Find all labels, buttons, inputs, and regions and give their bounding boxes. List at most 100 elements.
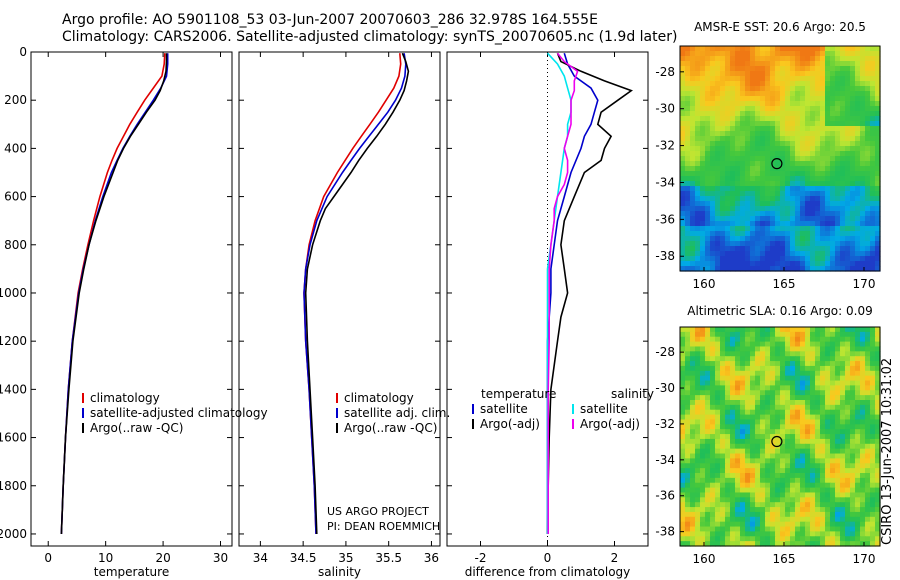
sla_map-cell	[875, 361, 881, 367]
sla_map-cell	[800, 434, 806, 440]
sla_map-cell	[860, 434, 866, 440]
sst_map-cell	[730, 221, 736, 227]
sst_map-cell	[820, 221, 826, 227]
sla_map-cell	[835, 443, 841, 450]
sla_map-cell	[780, 487, 786, 494]
sla_map-cell	[705, 531, 711, 537]
sla_map-cell	[865, 443, 871, 450]
sla_map-cell	[845, 424, 851, 430]
sst_map-cell	[765, 81, 771, 87]
sla_map-cell	[725, 400, 731, 406]
sst_map-cell	[830, 81, 836, 87]
sla_map-cell	[755, 351, 761, 357]
sla_map-cell	[780, 468, 786, 474]
sst_map-cell	[690, 126, 696, 132]
sst_map-cell	[805, 81, 811, 87]
sst_map-cell	[875, 181, 881, 187]
sst_map-cell	[815, 146, 821, 152]
sla_map-cell	[830, 443, 836, 450]
sst_map-cell	[860, 51, 866, 57]
sst_map-cell	[775, 201, 781, 207]
sst_map-cell	[775, 266, 781, 272]
sla_map-cell	[820, 511, 826, 518]
sst_map-cell	[695, 141, 701, 147]
sla_map-cell	[730, 341, 736, 348]
sla_map-cell	[690, 419, 696, 425]
sst_map-cell	[815, 221, 821, 227]
sst_map-cell	[870, 266, 876, 272]
sst_map-cell	[815, 246, 821, 252]
sla_map-cell	[835, 375, 841, 382]
sla_map-cell	[790, 482, 796, 489]
sla_map-cell	[695, 438, 701, 445]
sla_map-cell	[705, 400, 711, 406]
sst_map-cell	[875, 141, 881, 147]
sla_map-cell	[735, 497, 741, 503]
sst_map-cell	[730, 226, 736, 232]
sst_map-cell	[865, 141, 871, 147]
sst_map-cell	[845, 211, 851, 217]
sst_map-cell	[710, 91, 716, 97]
sla_map-cell	[700, 390, 706, 396]
sla_map-cell	[720, 536, 726, 542]
sla_map-cell	[785, 492, 791, 498]
sst_map-cell	[830, 156, 836, 162]
sst_map-cell	[855, 46, 861, 52]
sst_map-cell	[860, 136, 866, 142]
sst_map-cell	[715, 86, 721, 92]
sla_map-cell	[695, 385, 701, 391]
sla_map-cell	[820, 336, 826, 343]
sla_map-cell	[815, 502, 821, 508]
sla_map-cell	[835, 482, 841, 489]
sla_map-cell	[730, 458, 736, 464]
sst_map-cell	[865, 71, 871, 77]
sst_map-cell	[755, 211, 761, 217]
sst_map-cell	[815, 196, 821, 202]
sla_map-cell	[820, 521, 826, 528]
sst_map-cell	[745, 131, 751, 137]
sst_map-cell	[710, 226, 716, 232]
sla_map-cell	[715, 453, 721, 459]
sst_map-cell	[790, 166, 796, 172]
sla_map-cell	[710, 390, 716, 396]
sla_map-cell	[725, 331, 731, 338]
sla_map-cell	[780, 424, 786, 430]
sst_map-cell	[865, 66, 871, 72]
sla_map-cell	[700, 375, 706, 382]
sla_map-cell	[695, 453, 701, 459]
sst_map-cell	[815, 116, 821, 122]
sst_map-cell	[680, 46, 686, 52]
sst_map-cell	[830, 236, 836, 242]
sla_map-cell	[725, 424, 731, 430]
sla_map-cell	[835, 429, 841, 435]
sla_map-cell	[820, 380, 826, 386]
sst_map-cell	[770, 106, 776, 112]
sst_map-cell	[785, 176, 791, 182]
sla_map-cell	[690, 502, 696, 508]
sst_map-cell	[850, 256, 856, 262]
sst_map-cell	[745, 161, 751, 167]
sst_map-cell	[810, 131, 816, 137]
sla_map-cell	[830, 341, 836, 348]
sla_map-cell	[865, 448, 871, 455]
sla_map-cell	[755, 458, 761, 464]
sst_map-cell	[760, 161, 766, 167]
sst_map-cell	[695, 166, 701, 172]
sla_map-cell	[720, 468, 726, 474]
sst_map-cell	[875, 226, 881, 232]
sla_map-cell	[745, 511, 751, 518]
sla_map-cell	[830, 424, 836, 430]
sla_map-cell	[750, 434, 756, 440]
sst_map-cell	[720, 161, 726, 167]
sst_map-cell	[735, 71, 741, 77]
sst_map-cell	[710, 221, 716, 227]
sla_map-cell	[805, 526, 811, 532]
sla_map-cell	[730, 536, 736, 542]
sla_map-cell	[740, 526, 746, 532]
sla_map-cell	[860, 541, 866, 547]
sla_map-cell	[740, 468, 746, 474]
sla_map-cell	[810, 361, 816, 367]
sst_map-cell	[700, 151, 706, 157]
sst_map-cell	[855, 126, 861, 132]
sla_map-cell	[805, 453, 811, 459]
